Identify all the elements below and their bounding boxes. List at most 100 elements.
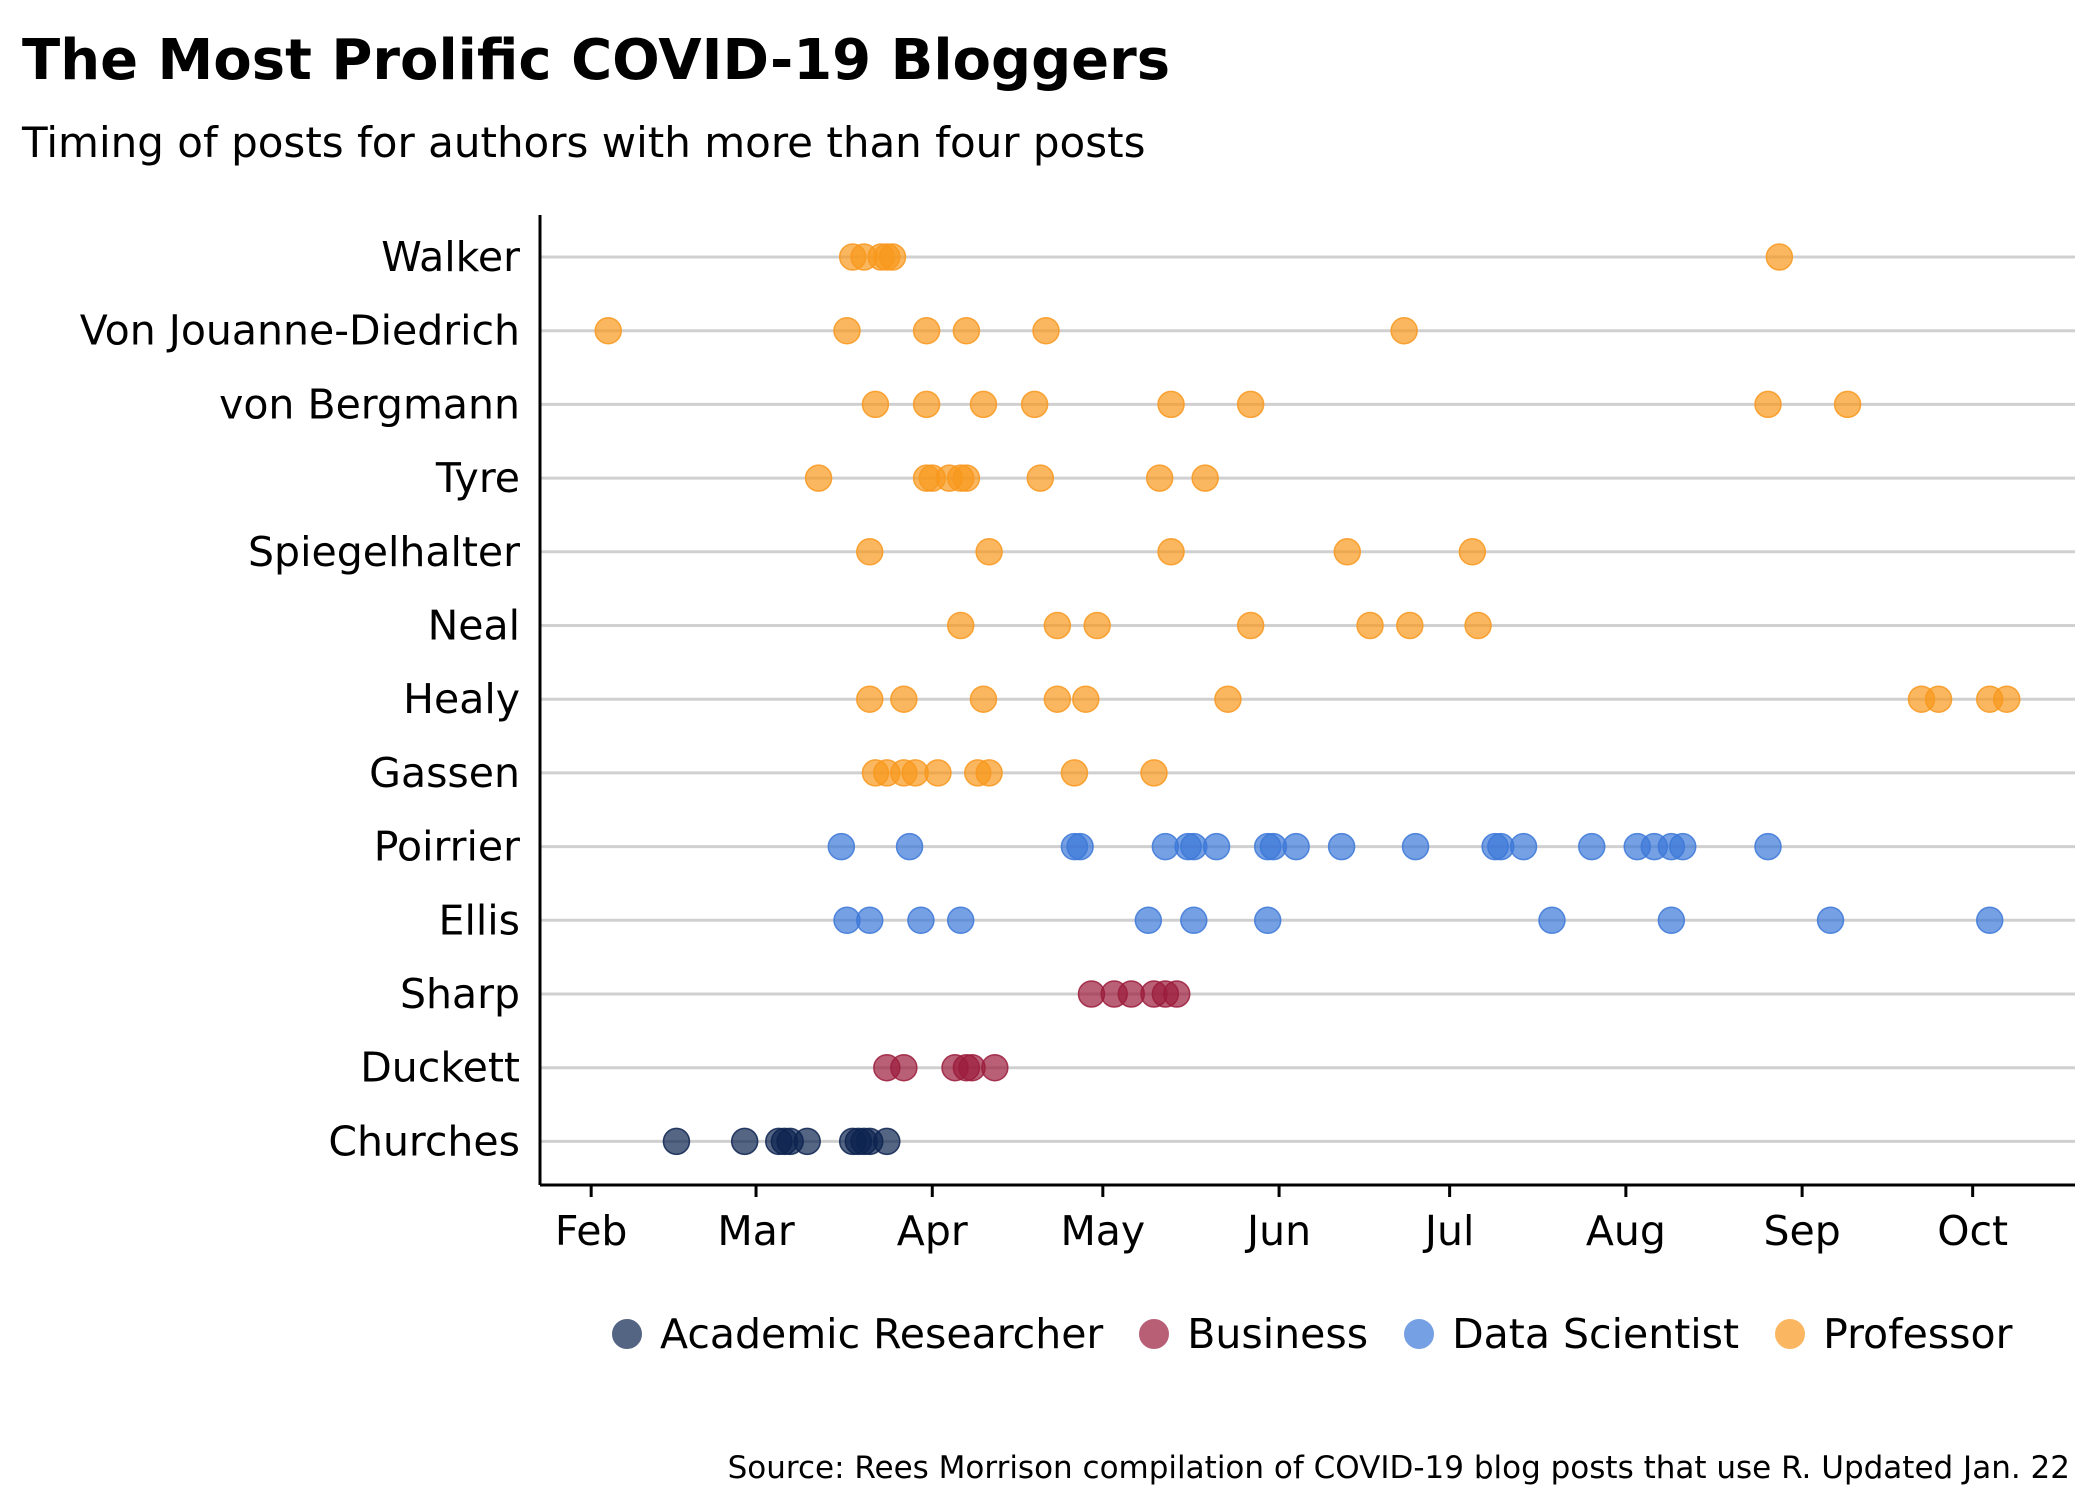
y-tick-label: Ellis xyxy=(439,896,520,944)
data-point xyxy=(1157,538,1185,566)
legend-item: Academic Researcher xyxy=(612,1310,1103,1358)
x-tick-label: Jul xyxy=(1422,1207,1474,1255)
legend-item: Business xyxy=(1139,1310,1368,1358)
data-point xyxy=(594,316,622,345)
data-point xyxy=(1401,832,1430,861)
data-point xyxy=(1162,980,1191,1008)
data-point xyxy=(1464,611,1492,640)
chart-plot: Walker Von Jouanne-Diedrich von Bergmann Ty… xyxy=(80,215,2075,1255)
data-point xyxy=(1578,832,1606,861)
data-point xyxy=(1236,390,1265,419)
data-point xyxy=(1060,759,1089,787)
data-point xyxy=(662,1127,691,1156)
data-point xyxy=(1026,464,1055,492)
data-point xyxy=(873,1127,901,1156)
legend-item: Data Scientist xyxy=(1404,1310,1739,1358)
y-tick-label: Poirrier xyxy=(374,823,520,871)
data-point xyxy=(1458,538,1487,566)
data-point xyxy=(804,464,833,492)
legend-label: Business xyxy=(1187,1310,1369,1358)
data-point xyxy=(969,390,998,419)
x-tick-label: Sep xyxy=(1763,1207,1840,1255)
legend-label: Data Scientist xyxy=(1452,1310,1740,1358)
data-point xyxy=(1072,685,1100,713)
x-tick-label: Feb xyxy=(555,1207,628,1255)
data-point xyxy=(827,832,856,861)
axis-layer: Walker Von Jouanne-Diedrich von Bergmann Ty… xyxy=(80,215,2075,1255)
data-point xyxy=(1043,685,1072,713)
data-point xyxy=(1657,906,1686,935)
data-point xyxy=(793,1127,821,1156)
legend-swatch xyxy=(1775,1319,1806,1349)
data-point xyxy=(1509,832,1538,861)
data-point xyxy=(861,390,890,419)
data-point xyxy=(912,390,941,419)
x-tick-label: Mar xyxy=(717,1207,794,1255)
data-point xyxy=(730,1127,759,1156)
y-tick-label: Sharp xyxy=(400,970,520,1018)
data-point xyxy=(975,759,1003,787)
data-point xyxy=(855,538,884,566)
data-point xyxy=(1993,685,2021,713)
data-point xyxy=(1356,611,1384,640)
data-point xyxy=(981,1053,1009,1082)
y-tick-label: Spiegelhalter xyxy=(248,528,520,576)
data-point xyxy=(895,832,924,861)
data-point xyxy=(946,611,975,640)
x-tick-label: May xyxy=(1060,1207,1145,1255)
data-point xyxy=(1134,906,1163,935)
data-point xyxy=(878,243,907,271)
legend-label: Academic Researcher xyxy=(660,1310,1104,1358)
data-point xyxy=(855,685,884,713)
y-tick-label: Gassen xyxy=(369,749,520,797)
data-point xyxy=(946,906,975,935)
x-tick-label: Aug xyxy=(1586,1207,1666,1255)
y-tick-label: Tyre xyxy=(435,454,520,502)
legend-swatch xyxy=(1139,1319,1170,1349)
data-point xyxy=(1754,390,1782,419)
legend-label: Professor xyxy=(1823,1310,2013,1358)
data-point xyxy=(1157,390,1185,419)
data-point xyxy=(1754,832,1782,861)
data-point xyxy=(975,538,1003,566)
legend-swatch xyxy=(612,1319,642,1349)
data-point xyxy=(1202,832,1231,861)
data-point xyxy=(1924,685,1953,713)
point-layer xyxy=(594,243,2021,1156)
data-point xyxy=(1396,611,1424,640)
legend-item: Professor xyxy=(1775,1310,2012,1358)
y-tick-label: Healy xyxy=(403,675,520,723)
data-point xyxy=(1253,906,1282,935)
data-point xyxy=(1145,464,1174,492)
data-point xyxy=(1043,611,1072,640)
data-point xyxy=(969,685,998,713)
data-point xyxy=(1214,685,1242,713)
data-point xyxy=(912,316,941,345)
data-point xyxy=(907,906,935,935)
x-tick-label: Apr xyxy=(897,1207,968,1255)
data-point xyxy=(1191,464,1219,492)
data-point xyxy=(1020,390,1049,419)
y-tick-label: Neal xyxy=(428,602,520,650)
data-point xyxy=(855,906,884,935)
y-tick-label: Duckett xyxy=(360,1044,520,1092)
y-tick-label: Walker xyxy=(381,233,520,281)
data-point xyxy=(1538,906,1566,935)
data-point xyxy=(1032,316,1060,345)
data-point xyxy=(1765,243,1794,271)
legend: Academic Researcher Business Data Scientis… xyxy=(612,1310,2048,1358)
data-point xyxy=(1333,538,1362,566)
data-point xyxy=(1833,390,1862,419)
data-point xyxy=(890,1053,918,1082)
x-tick-label: Jun xyxy=(1244,1207,1311,1255)
data-point xyxy=(1975,906,2004,935)
data-point xyxy=(1083,611,1111,640)
y-tick-label: von Bergmann xyxy=(219,380,520,428)
data-point xyxy=(890,685,918,713)
grid-layer xyxy=(540,255,2075,1143)
data-point xyxy=(1180,906,1208,935)
legend-swatch xyxy=(1404,1319,1435,1349)
x-tick-label: Oct xyxy=(1937,1207,2008,1255)
data-point xyxy=(1668,832,1697,861)
chart-caption: Source: Rees Morrison compilation of COV… xyxy=(727,1450,2070,1486)
